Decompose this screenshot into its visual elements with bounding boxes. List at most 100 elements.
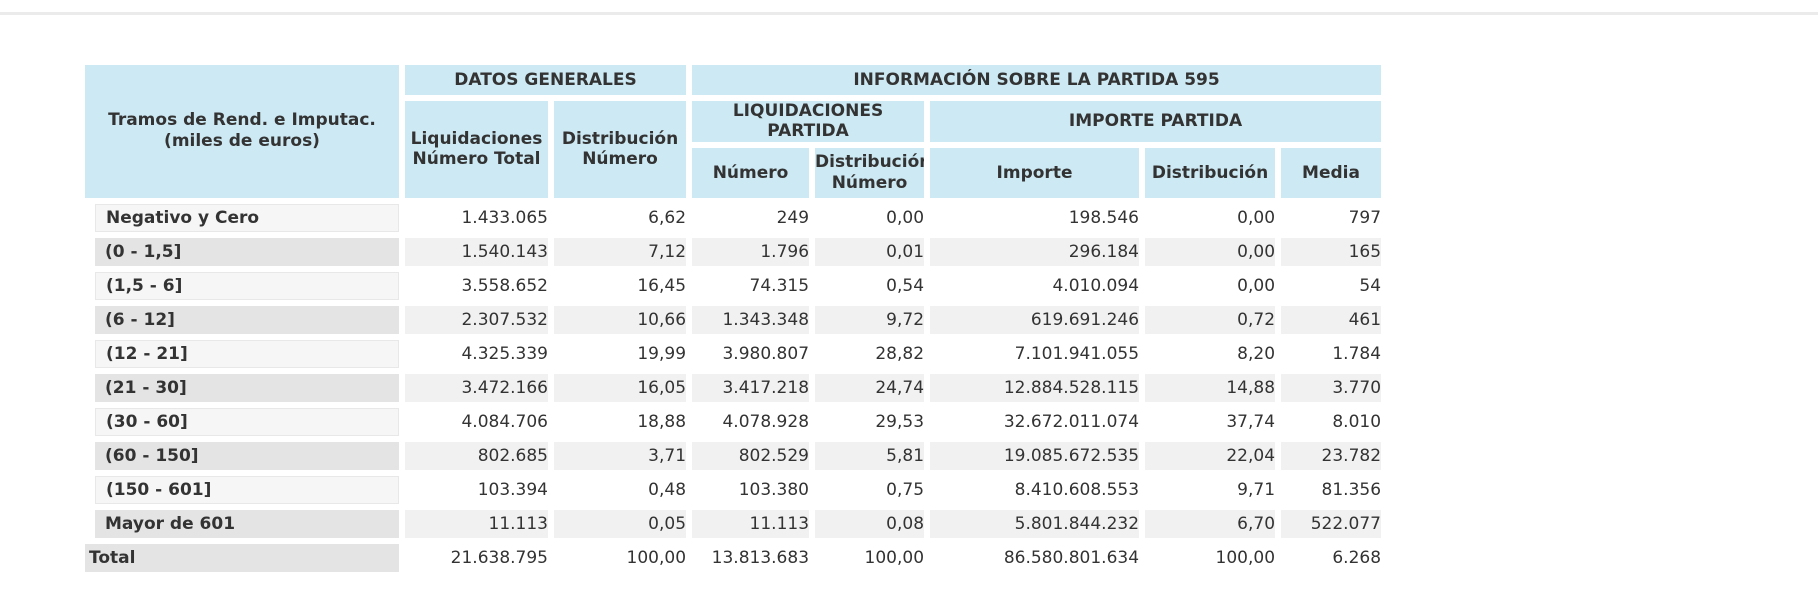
total-row: Total 21.638.795 100,00 13.813.683 100,0… (85, 543, 1382, 572)
col-header-distribucion: Distribución (1145, 147, 1276, 198)
cell-importe: 4.010.094 (930, 271, 1140, 300)
cell-distribucion-numero: 6,62 (554, 203, 687, 232)
cell-distribucion-numero: 0,05 (554, 509, 687, 538)
cell-distribucion-numero-partida: 9,72 (815, 305, 925, 334)
cell-distribucion-numero-partida: 0,54 (815, 271, 925, 300)
cell-distribucion-numero-partida: 29,53 (815, 407, 925, 436)
cell-distribucion-importe: 0,00 (1145, 237, 1276, 266)
table-row: (12 - 21] 4.325.339 19,99 3.980.807 28,8… (85, 339, 1382, 368)
cell-media: 6.268 (1281, 543, 1382, 572)
row-label: (30 - 60] (85, 407, 399, 436)
cell-distribucion-importe: 37,74 (1145, 407, 1276, 436)
cell-distribucion-numero: 7,12 (554, 237, 687, 266)
cell-media: 165 (1281, 237, 1382, 266)
cell-numero: 74.315 (692, 271, 810, 300)
cell-distribucion-importe: 100,00 (1145, 543, 1276, 572)
cell-liquidaciones-total: 103.394 (405, 475, 548, 504)
cell-liquidaciones-total: 1.433.065 (405, 203, 548, 232)
stats-table-container: Tramos de Rend. e Imputac. (miles de eur… (79, 59, 1387, 578)
cell-distribucion-importe: 8,20 (1145, 339, 1276, 368)
cell-distribucion-importe: 22,04 (1145, 441, 1276, 470)
table-row: (6 - 12] 2.307.532 10,66 1.343.348 9,72 … (85, 305, 1382, 334)
subgroup-header-liquidaciones-partida: LIQUIDACIONES PARTIDA (692, 101, 925, 142)
cell-importe: 19.085.672.535 (930, 441, 1140, 470)
subgroup-header-importe-partida: IMPORTE PARTIDA (930, 101, 1382, 142)
row-label-total: Total (85, 543, 399, 572)
col-header-importe: Importe (930, 147, 1140, 198)
table-row: Negativo y Cero 1.433.065 6,62 249 0,00 … (85, 203, 1382, 232)
row-label: (60 - 150] (85, 441, 399, 470)
cell-media: 23.782 (1281, 441, 1382, 470)
corner-header-line1: Tramos de Rend. e Imputac. (108, 110, 376, 131)
cell-distribucion-importe: 0,00 (1145, 271, 1276, 300)
cell-distribucion-importe: 9,71 (1145, 475, 1276, 504)
cell-numero: 1.343.348 (692, 305, 810, 334)
cell-liquidaciones-total: 4.084.706 (405, 407, 548, 436)
cell-distribucion-numero: 19,99 (554, 339, 687, 368)
col-header-liquidaciones-numero-total: Liquidaciones Número Total (405, 101, 548, 198)
cell-numero: 249 (692, 203, 810, 232)
cell-distribucion-importe: 6,70 (1145, 509, 1276, 538)
col-header-distribucion-numero-partida: Distribución Número (815, 147, 925, 198)
cell-media: 8.010 (1281, 407, 1382, 436)
group-header-datos-generales: DATOS GENERALES (405, 65, 687, 95)
cell-distribucion-numero-partida: 24,74 (815, 373, 925, 402)
cell-importe: 619.691.246 (930, 305, 1140, 334)
cell-numero: 4.078.928 (692, 407, 810, 436)
cell-media: 1.784 (1281, 339, 1382, 368)
cell-distribucion-importe: 0,72 (1145, 305, 1276, 334)
col-header-distribucion-numero: Distribución Número (554, 101, 687, 198)
cell-distribucion-numero: 10,66 (554, 305, 687, 334)
cell-importe: 12.884.528.115 (930, 373, 1140, 402)
cell-liquidaciones-total: 2.307.532 (405, 305, 548, 334)
cell-numero: 13.813.683 (692, 543, 810, 572)
cell-distribucion-numero-partida: 0,75 (815, 475, 925, 504)
table-row: (0 - 1,5] 1.540.143 7,12 1.796 0,01 296.… (85, 237, 1382, 266)
cell-distribucion-numero-partida: 100,00 (815, 543, 925, 572)
cell-distribucion-importe: 0,00 (1145, 203, 1276, 232)
cell-importe: 86.580.801.634 (930, 543, 1140, 572)
cell-distribucion-numero: 3,71 (554, 441, 687, 470)
cell-importe: 8.410.608.553 (930, 475, 1140, 504)
cell-numero: 802.529 (692, 441, 810, 470)
cell-distribucion-numero-partida: 0,01 (815, 237, 925, 266)
stats-table: Tramos de Rend. e Imputac. (miles de eur… (79, 59, 1387, 578)
table-row: Mayor de 601 11.113 0,05 11.113 0,08 5.8… (85, 509, 1382, 538)
cell-numero: 1.796 (692, 237, 810, 266)
top-divider (0, 12, 1818, 15)
cell-numero: 11.113 (692, 509, 810, 538)
cell-distribucion-importe: 14,88 (1145, 373, 1276, 402)
cell-liquidaciones-total: 21.638.795 (405, 543, 548, 572)
cell-media: 797 (1281, 203, 1382, 232)
table-row: (60 - 150] 802.685 3,71 802.529 5,81 19.… (85, 441, 1382, 470)
row-label: Negativo y Cero (85, 203, 399, 232)
cell-numero: 103.380 (692, 475, 810, 504)
cell-distribucion-numero-partida: 0,08 (815, 509, 925, 538)
col-header-media: Media (1281, 147, 1382, 198)
table-row: (150 - 601] 103.394 0,48 103.380 0,75 8.… (85, 475, 1382, 504)
col-header-numero: Número (692, 147, 810, 198)
row-label: (0 - 1,5] (85, 237, 399, 266)
row-label: (21 - 30] (85, 373, 399, 402)
row-label: (150 - 601] (85, 475, 399, 504)
cell-media: 522.077 (1281, 509, 1382, 538)
cell-liquidaciones-total: 1.540.143 (405, 237, 548, 266)
cell-distribucion-numero: 18,88 (554, 407, 687, 436)
cell-distribucion-numero: 16,05 (554, 373, 687, 402)
cell-numero: 3.417.218 (692, 373, 810, 402)
row-label: (6 - 12] (85, 305, 399, 334)
table-row: (1,5 - 6] 3.558.652 16,45 74.315 0,54 4.… (85, 271, 1382, 300)
cell-liquidaciones-total: 11.113 (405, 509, 548, 538)
cell-importe: 198.546 (930, 203, 1140, 232)
row-label: (12 - 21] (85, 339, 399, 368)
cell-distribucion-numero-partida: 0,00 (815, 203, 925, 232)
cell-numero: 3.980.807 (692, 339, 810, 368)
cell-importe: 32.672.011.074 (930, 407, 1140, 436)
cell-distribucion-numero-partida: 28,82 (815, 339, 925, 368)
corner-header: Tramos de Rend. e Imputac. (miles de eur… (85, 65, 399, 198)
cell-importe: 5.801.844.232 (930, 509, 1140, 538)
cell-media: 461 (1281, 305, 1382, 334)
cell-media: 81.356 (1281, 475, 1382, 504)
cell-importe: 296.184 (930, 237, 1140, 266)
